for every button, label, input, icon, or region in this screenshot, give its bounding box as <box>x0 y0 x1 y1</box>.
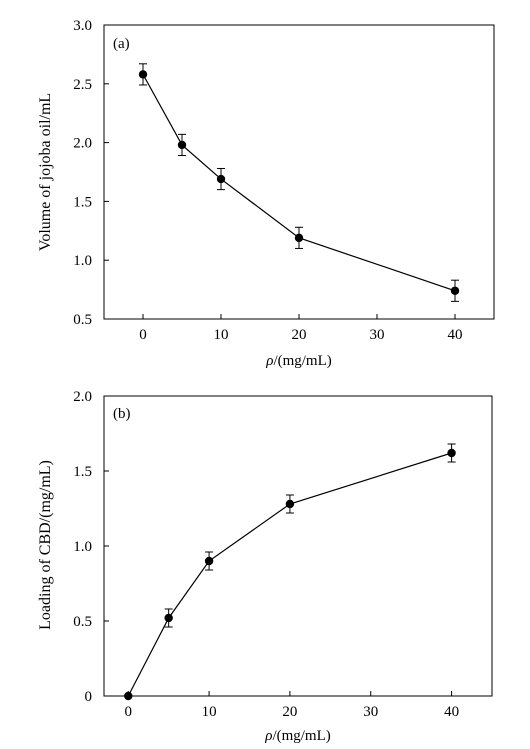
panel-b: (b) 0 0.5 1.0 1.5 2.0 0 10 20 30 40 Loading of C… <box>37 389 493 744</box>
x-tick-label: 20 <box>282 704 297 720</box>
data-point <box>294 233 304 243</box>
x-tick-label: 10 <box>202 704 217 720</box>
y-tick-label: 2.5 <box>73 77 92 93</box>
x-tick-label: 10 <box>214 327 229 343</box>
x-tick-label: 0 <box>139 327 147 343</box>
y-axis-ticks: 0.5 1.0 1.5 2.0 2.5 3.0 <box>73 18 109 328</box>
x-tick-label: 20 <box>292 327 307 343</box>
x-axis-symbol: ρ <box>264 728 272 744</box>
y-tick-label: 1.0 <box>73 253 92 269</box>
x-tick-label: 30 <box>363 704 378 720</box>
panel-label: (b) <box>113 406 131 422</box>
data-series <box>138 63 460 302</box>
x-axis-unit: /(mg/mL) <box>272 728 330 744</box>
y-tick-label: 3.0 <box>73 18 92 34</box>
y-axis-label: Volume of jojoba oil/mL <box>37 93 54 251</box>
x-axis-symbol: ρ <box>265 353 273 369</box>
plot-frame <box>103 24 495 320</box>
data-point <box>138 70 148 79</box>
x-axis-ticks: 0 10 20 30 40 <box>125 691 459 720</box>
y-axis-label: Loading of CBD/(mg/mL) <box>37 460 54 630</box>
data-series <box>124 443 456 701</box>
data-point <box>204 556 214 566</box>
y-tick-label: 0.5 <box>73 614 92 630</box>
y-tick-label: 0.5 <box>73 312 92 328</box>
series-line <box>142 74 456 292</box>
x-tick-label: 0 <box>125 704 133 720</box>
data-point <box>124 691 133 701</box>
y-axis-ticks: 0 0.5 1.0 1.5 2.0 <box>73 389 109 705</box>
x-tick-label: 40 <box>448 327 463 343</box>
panel-a: (a) 0.5 1.0 1.5 2.0 2.5 3.0 0 10 20 30 40 Volume … <box>37 18 495 369</box>
data-point <box>177 140 187 150</box>
x-axis-ticks: 0 10 20 30 40 <box>139 314 463 343</box>
y-tick-label: 1.0 <box>73 539 92 555</box>
data-point <box>164 613 173 623</box>
x-tick-label: 40 <box>444 704 459 720</box>
y-tick-label: 0 <box>85 689 93 705</box>
data-point <box>450 286 460 295</box>
x-axis-unit: /(mg/mL) <box>273 353 331 369</box>
data-point <box>447 448 456 458</box>
x-axis-label: ρ/(mg/mL) <box>264 728 331 744</box>
y-tick-label: 1.5 <box>73 464 92 480</box>
data-point <box>216 174 226 184</box>
y-tick-label: 1.5 <box>73 194 92 210</box>
series-line <box>127 452 452 697</box>
panel-label: (a) <box>113 36 130 52</box>
y-tick-label: 2.0 <box>73 136 92 152</box>
data-point <box>285 499 295 509</box>
plot-frame <box>103 395 493 697</box>
x-tick-label: 30 <box>370 327 385 343</box>
x-axis-label: ρ/(mg/mL) <box>265 353 332 369</box>
y-tick-label: 2.0 <box>73 389 92 405</box>
